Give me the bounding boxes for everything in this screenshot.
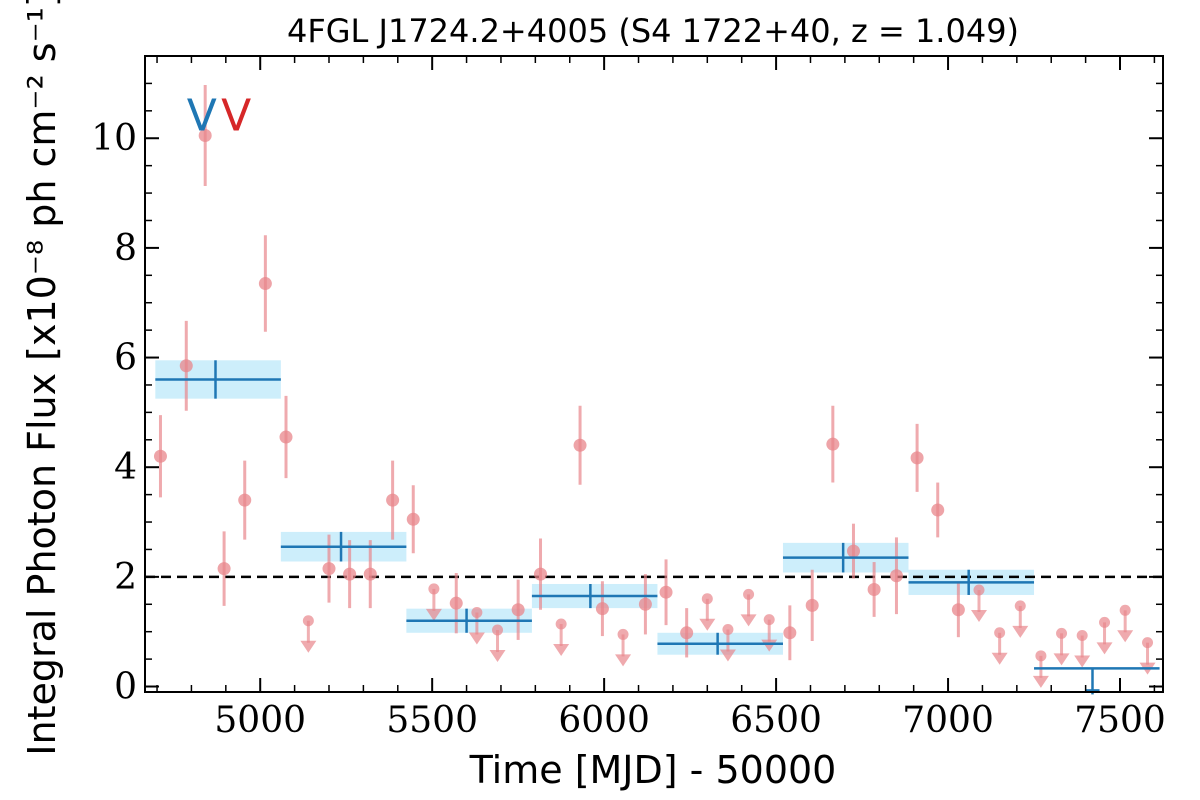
upper-limit-arrow-12 — [1012, 625, 1029, 638]
upper-limit-arrow-15 — [1074, 655, 1091, 668]
upper-limit-point-5 — [617, 628, 629, 640]
detection-point-18 — [659, 585, 673, 599]
upper-limit-arrow-3 — [489, 650, 506, 663]
detection-point-20 — [783, 626, 797, 640]
detection-point-6 — [279, 430, 293, 444]
detection-point-28 — [951, 603, 965, 617]
upper-limit-arrow-13 — [1032, 675, 1049, 688]
upper-limit-point-11 — [994, 627, 1006, 639]
upper-limit-point-3 — [492, 624, 504, 636]
y-tick-label-4: 8 — [114, 228, 137, 269]
upper-limit-arrow-6 — [699, 618, 716, 631]
detection-point-4 — [238, 493, 252, 507]
upper-limit-point-2 — [471, 607, 483, 618]
upper-limit-arrow-7 — [719, 649, 736, 662]
detection-point-13 — [511, 603, 525, 617]
detection-point-19 — [680, 626, 694, 640]
detection-point-12 — [449, 596, 463, 610]
detection-point-10 — [386, 493, 400, 507]
upper-limit-arrow-1 — [425, 608, 442, 621]
upper-limit-point-13 — [1035, 650, 1047, 662]
upper-limit-arrow-2 — [468, 632, 485, 645]
detection-point-16 — [595, 602, 609, 616]
x-axis-label: Time [MJD] - 50000 — [469, 748, 837, 792]
upper-limit-arrow-11 — [991, 652, 1008, 665]
upper-limit-point-14 — [1056, 627, 1068, 639]
detection-point-22 — [826, 437, 840, 451]
detection-point-26 — [910, 451, 924, 465]
x-tick-label-1: 5500 — [386, 700, 478, 741]
detection-point-14 — [534, 567, 548, 581]
y-tick-label-1: 2 — [114, 557, 137, 598]
upper-limit-point-1 — [428, 583, 440, 595]
upper-limit-arrow-16 — [1096, 642, 1113, 655]
detection-point-23 — [846, 544, 860, 558]
detection-point-9 — [363, 567, 377, 581]
detection-point-1 — [179, 359, 193, 373]
detection-point-24 — [867, 582, 881, 596]
detection-point-7 — [322, 562, 336, 576]
upper-limit-point-8 — [743, 588, 755, 600]
detection-point-8 — [343, 567, 357, 581]
upper-limit-point-9 — [763, 614, 775, 626]
detection-point-2 — [198, 129, 212, 142]
x-tick-label-3: 6500 — [730, 700, 822, 741]
plot-area: V V 5000 5500 6000 6500 7000 7500 0 2 4 6 8 10 — [91, 55, 1166, 741]
detection-point-25 — [889, 569, 903, 583]
chart-title: 4FGL J1724.2+4005 (S4 1722+40, z = 1.049… — [287, 12, 1019, 50]
upper-limit-point-4 — [555, 618, 567, 630]
plot-frame — [144, 55, 1164, 693]
detection-point-11 — [406, 512, 420, 526]
x-tick-label-0: 5000 — [214, 700, 306, 741]
upper-limit-point-15 — [1076, 630, 1088, 642]
detection-point-5 — [258, 277, 272, 291]
x-tick-label-5: 7500 — [1074, 700, 1166, 741]
upper-limit-point-6 — [701, 593, 713, 605]
upper-limit-arrow-14 — [1053, 653, 1070, 666]
detection-point-21 — [805, 598, 819, 612]
upper-limit-arrow-4 — [553, 644, 570, 657]
y-tick-label-5: 10 — [91, 118, 137, 159]
detection-point-3 — [217, 562, 231, 576]
y-tick-label-3: 6 — [114, 338, 137, 379]
y-tick-label-2: 4 — [114, 447, 137, 488]
flare-marker-0: V — [187, 90, 217, 141]
detection-point-27 — [931, 503, 945, 517]
x-tick-label-4: 7000 — [902, 700, 994, 741]
upper-limit-arrow-8 — [740, 614, 757, 627]
x-tick-label-2: 6000 — [558, 700, 650, 741]
y-axis-label: Integral Photon Flux [x10⁻⁸ ph cm⁻² s⁻¹] — [20, 0, 64, 756]
upper-limit-arrow-5 — [615, 654, 632, 667]
y-tick-label-0: 0 — [114, 667, 137, 708]
detection-point-0 — [153, 449, 167, 463]
upper-limit-point-0 — [302, 615, 314, 627]
upper-limit-point-16 — [1099, 616, 1111, 628]
upper-limit-point-18 — [1142, 637, 1154, 649]
upper-limit-point-7 — [722, 623, 734, 635]
detection-point-15 — [573, 438, 587, 452]
upper-limit-point-10 — [973, 584, 985, 596]
upper-limit-arrow-10 — [971, 610, 988, 623]
upper-limit-point-12 — [1014, 600, 1026, 612]
detection-point-17 — [638, 597, 652, 611]
upper-limit-point-17 — [1119, 604, 1131, 616]
flare-marker-1: V — [221, 90, 251, 141]
upper-limit-arrow-0 — [300, 640, 317, 653]
upper-limit-arrow-17 — [1117, 630, 1134, 643]
